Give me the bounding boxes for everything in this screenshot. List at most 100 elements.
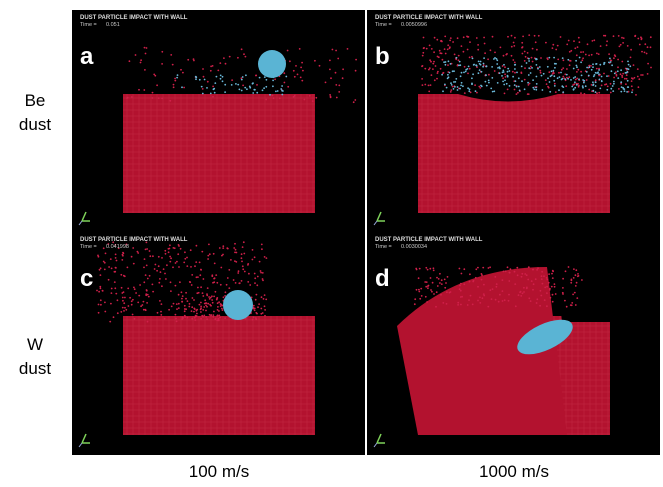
particle (540, 57, 542, 59)
particle (181, 295, 184, 297)
particle (510, 45, 513, 48)
particle (108, 266, 110, 268)
particle (190, 284, 193, 286)
particle (535, 64, 538, 66)
particle (608, 53, 610, 55)
particle (484, 80, 487, 83)
particle (598, 91, 601, 94)
particle (592, 81, 594, 84)
particle (429, 84, 432, 86)
particle (567, 266, 570, 268)
particle (240, 280, 243, 282)
particle (145, 241, 148, 244)
particle (258, 303, 260, 305)
particle (494, 51, 496, 54)
particle (459, 87, 461, 90)
particle (526, 52, 529, 54)
particle (475, 37, 478, 39)
particle (512, 59, 515, 61)
wall-crater (397, 267, 567, 435)
particle (200, 268, 202, 271)
particle (146, 277, 149, 280)
particle (491, 288, 494, 290)
particle (421, 65, 423, 68)
particle (514, 283, 517, 285)
particle (512, 75, 514, 78)
particle (571, 302, 574, 304)
particle (609, 82, 612, 85)
particle (476, 91, 478, 94)
particle (253, 309, 256, 312)
particle (640, 74, 642, 76)
particle (619, 43, 622, 46)
particle (152, 255, 154, 258)
particle (507, 299, 510, 302)
particle (523, 88, 526, 91)
particle (355, 58, 357, 61)
particle (483, 42, 486, 45)
particle (181, 297, 183, 300)
particle (588, 54, 590, 57)
particle (558, 71, 560, 74)
dust-particle (258, 50, 286, 78)
particle (620, 81, 623, 84)
particle (224, 295, 227, 297)
particle (173, 247, 176, 250)
particle (633, 76, 636, 79)
time-value: 0.0030034 (401, 244, 427, 250)
particle (160, 314, 163, 316)
particle (605, 83, 608, 86)
wall (123, 316, 315, 435)
particle (221, 75, 224, 78)
particle (484, 52, 486, 55)
particle (572, 67, 575, 70)
particle (513, 88, 516, 91)
particle (254, 282, 256, 284)
particle (255, 293, 258, 296)
particle (491, 90, 494, 93)
particle (154, 74, 157, 77)
particle (136, 250, 139, 253)
particle (504, 73, 506, 76)
particle (498, 72, 501, 74)
particle (431, 281, 434, 284)
particle (532, 288, 534, 291)
particle (430, 48, 433, 50)
particle (435, 291, 438, 294)
particle (354, 69, 357, 72)
particle (257, 306, 259, 309)
particle (215, 75, 218, 78)
particle (281, 85, 283, 87)
particle (424, 281, 427, 283)
particle (110, 267, 113, 270)
particle (439, 67, 442, 70)
particle (145, 47, 148, 49)
particle (352, 101, 355, 104)
particle (428, 67, 431, 69)
particle (262, 279, 264, 282)
particle (580, 70, 582, 73)
particle (133, 288, 136, 291)
particle (207, 258, 210, 260)
particle (527, 266, 530, 269)
particle (626, 79, 629, 82)
particle (494, 57, 496, 59)
particle (514, 63, 517, 66)
particle (174, 284, 177, 287)
particle (213, 295, 216, 298)
particle (271, 94, 274, 97)
particle (507, 67, 510, 70)
particle (622, 88, 625, 90)
particle (216, 281, 219, 284)
particle (137, 252, 140, 254)
particle (139, 61, 142, 64)
particle (554, 66, 556, 69)
particle (148, 274, 151, 277)
particle (224, 317, 227, 319)
particle (251, 249, 254, 251)
particle (638, 78, 641, 81)
particle (600, 80, 603, 83)
particle (234, 251, 236, 254)
particle (541, 89, 544, 91)
particle (193, 308, 196, 310)
